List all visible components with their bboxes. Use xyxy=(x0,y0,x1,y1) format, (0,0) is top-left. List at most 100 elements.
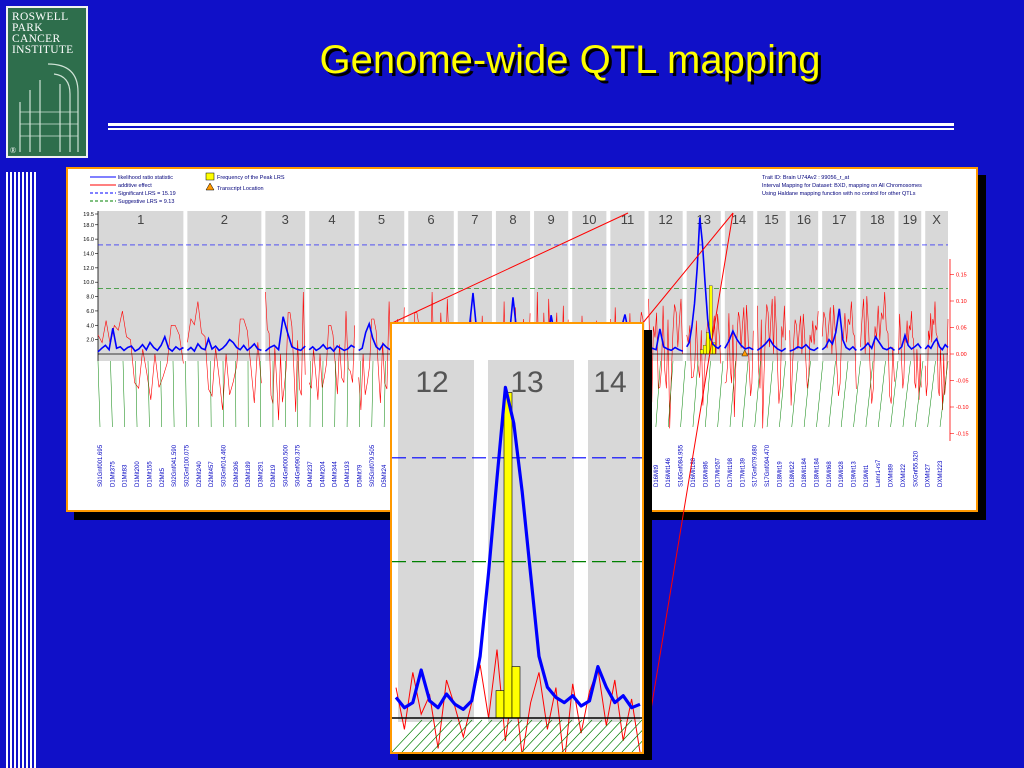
marker-label: DXMit89 xyxy=(889,463,895,487)
legend-significant-label: Significant LRS = 15.19 xyxy=(118,191,176,197)
logo-wordmark: ROSWELL PARK CANCER INSTITUTE xyxy=(12,11,84,56)
inset-marker-hatch xyxy=(461,719,493,752)
peak-frequency-bar xyxy=(706,332,710,355)
inset-marker-hatch xyxy=(401,719,433,752)
zoom-inset-panel: 12 13 14 xyxy=(390,322,644,754)
marker-link-line xyxy=(840,360,849,428)
inset-chromosome-label: 13 xyxy=(510,366,543,399)
marker-link-line xyxy=(717,360,724,428)
chromosome-band xyxy=(860,211,895,361)
marker-link-line xyxy=(322,360,324,428)
marker-label: SXGnf55.520 xyxy=(913,450,919,487)
inset-chromosome-label: 14 xyxy=(593,366,626,399)
inset-marker-hatch xyxy=(392,719,423,752)
chromosome-band xyxy=(686,211,721,361)
marker-label: S03Gnf014.460 xyxy=(222,444,228,487)
chromosome-label: 8 xyxy=(509,212,516,227)
additive-tick-label: -0.15 xyxy=(956,432,969,438)
marker-label: S01Gnf001.695 xyxy=(98,444,104,487)
inset-lrs-line xyxy=(394,385,641,711)
inset-peak-frequency-bar xyxy=(495,690,505,719)
inset-marker-hatch xyxy=(591,719,623,752)
marker-label: DXMit27 xyxy=(926,463,932,487)
lrs-tick-label: 6.0 xyxy=(86,309,94,315)
marker-label: D19Mit1 xyxy=(864,464,870,487)
marker-label: S17Gnf079.680 xyxy=(753,444,759,487)
marker-label: DXMit22 xyxy=(901,463,907,487)
marker-label: S02Gnf041.590 xyxy=(172,444,178,487)
marker-label: D19Mit68 xyxy=(827,461,833,487)
chromosome-band xyxy=(265,211,306,361)
inset-marker-hatch xyxy=(411,719,443,752)
lrs-line xyxy=(308,343,356,353)
lrs-line xyxy=(859,334,895,352)
inset-chromosome-label: 12 xyxy=(415,366,448,399)
marker-label: D19Mit13 xyxy=(852,461,858,487)
lrs-tick-label: 2.0 xyxy=(86,338,94,344)
inset-marker-hatch xyxy=(441,719,473,752)
chromosome-label: 10 xyxy=(582,212,596,227)
marker-label: D3Mit19 xyxy=(271,464,277,487)
marker-label: D18Mit184 xyxy=(802,457,808,487)
chromosome-label: 5 xyxy=(378,212,385,227)
legend-suggestive-label: Suggestive LRS = 9.13 xyxy=(118,199,174,205)
peak-frequency-bar xyxy=(709,285,713,355)
title-rule-top xyxy=(108,123,954,126)
logo-line-3: CANCER xyxy=(12,33,61,45)
marker-label: S04Gnf000.500 xyxy=(283,444,289,487)
inset-marker-hatch xyxy=(621,730,642,752)
chromosome-label: 1 xyxy=(137,212,144,227)
chromosome-label: 14 xyxy=(732,212,746,227)
marker-label: S02Gnf100.075 xyxy=(184,444,190,487)
lrs-line xyxy=(821,308,857,351)
marker-link-line xyxy=(939,360,949,428)
marker-label: S05Gnf079.505 xyxy=(370,444,376,487)
marker-link-line xyxy=(334,360,336,428)
marker-label: D17Mit267 xyxy=(716,457,722,487)
inset-marker-hatch xyxy=(501,719,533,752)
marker-label: D2Mit5 xyxy=(160,467,166,487)
chromosome-band xyxy=(187,211,262,361)
marker-link-line xyxy=(865,360,874,428)
marker-link-line xyxy=(754,360,761,428)
marker-link-line xyxy=(791,360,799,428)
legend-transcript-swatch xyxy=(205,182,215,191)
marker-link-line xyxy=(122,360,125,428)
marker-link-line xyxy=(309,360,311,428)
inset-marker-hatch xyxy=(601,719,633,752)
legend-lrs-label: likelihood ratio statistic xyxy=(118,175,173,181)
inset-marker-hatch xyxy=(491,719,523,752)
lrs-line xyxy=(756,337,787,353)
marker-label: DXMit223 xyxy=(938,460,944,487)
slide-title: Genome-wide QTL mapping xyxy=(319,38,821,82)
marker-label: S04Gnf090.375 xyxy=(296,444,302,487)
marker-label: D3Mit189 xyxy=(246,461,252,487)
marker-link-line xyxy=(742,360,749,428)
chromosome-label: 18 xyxy=(870,212,884,227)
chromosome-label: 11 xyxy=(621,212,635,227)
lrs-line xyxy=(264,316,306,352)
inset-marker-hatch xyxy=(531,719,563,752)
inset-chromosome-band xyxy=(488,360,574,722)
additive-tick-label: 0.10 xyxy=(956,299,967,305)
marker-link-line xyxy=(147,360,150,428)
marker-label: D4Mit193 xyxy=(345,461,351,487)
chromosome-label: 4 xyxy=(328,212,335,227)
marker-label: D1Mit200 xyxy=(135,461,141,487)
marker-link-line xyxy=(135,360,138,428)
marker-label: D1Mit375 xyxy=(110,461,116,487)
lrs-tick-label: 19.5 xyxy=(83,212,94,218)
chromosome-label: 17 xyxy=(832,212,846,227)
marker-label: D4Mit344 xyxy=(333,461,339,487)
marker-label: D2Mit240 xyxy=(197,461,203,487)
lrs-tick-label: 4.0 xyxy=(86,323,94,329)
marker-label: D5Mit24 xyxy=(382,464,388,487)
inset-marker-hatch xyxy=(431,719,463,752)
inset-marker-hatch xyxy=(481,719,513,752)
info-line: Interval Mapping for Dataset: BXD, mappi… xyxy=(762,183,922,189)
marker-link-line xyxy=(185,360,187,428)
title-rule-bottom xyxy=(108,128,954,130)
inset-marker-hatch xyxy=(581,719,613,752)
marker-label: Lamr1-rs7 xyxy=(876,459,882,487)
inset-marker-hatch xyxy=(511,719,543,752)
